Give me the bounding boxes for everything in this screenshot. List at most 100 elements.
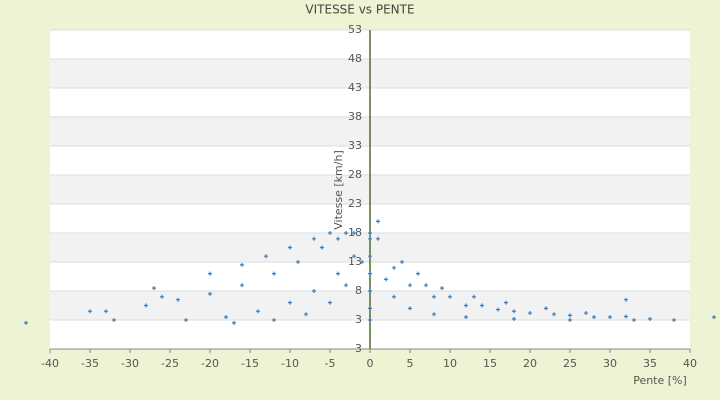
point bbox=[240, 283, 244, 288]
point bbox=[320, 245, 324, 250]
point bbox=[368, 306, 372, 311]
point bbox=[336, 271, 340, 276]
point bbox=[568, 318, 572, 322]
point bbox=[264, 254, 268, 259]
point bbox=[592, 315, 596, 320]
y-tick-label: 38 bbox=[348, 110, 362, 123]
point bbox=[408, 306, 412, 311]
point bbox=[328, 300, 332, 305]
point bbox=[296, 260, 300, 264]
point bbox=[144, 303, 148, 308]
point bbox=[432, 312, 436, 317]
y-tick-label: 8 bbox=[355, 284, 362, 297]
x-axis-title: Pente [%] bbox=[633, 374, 687, 387]
point bbox=[424, 283, 428, 288]
point bbox=[376, 219, 380, 224]
point bbox=[504, 300, 508, 305]
point bbox=[184, 318, 188, 322]
point bbox=[392, 265, 396, 270]
point bbox=[480, 303, 484, 308]
point bbox=[464, 315, 468, 320]
point bbox=[608, 315, 612, 320]
point bbox=[232, 320, 236, 325]
point bbox=[288, 300, 292, 305]
x-tick-label: 15 bbox=[483, 357, 497, 370]
point bbox=[24, 320, 28, 325]
point bbox=[584, 311, 588, 316]
point bbox=[304, 312, 308, 317]
point bbox=[528, 311, 532, 316]
point bbox=[352, 254, 356, 259]
point bbox=[208, 271, 212, 276]
point bbox=[448, 294, 452, 299]
y-axis-title: Vitesse [km/h] bbox=[332, 150, 345, 230]
y-tick-label: 33 bbox=[348, 139, 362, 152]
point bbox=[624, 314, 628, 319]
point bbox=[112, 318, 116, 322]
x-tick-label: 40 bbox=[683, 357, 697, 370]
point bbox=[272, 271, 276, 276]
point bbox=[400, 260, 404, 264]
x-tick-label: 5 bbox=[407, 357, 414, 370]
point bbox=[568, 313, 572, 318]
point bbox=[88, 309, 92, 314]
point bbox=[368, 231, 372, 235]
point bbox=[328, 231, 332, 235]
point bbox=[240, 262, 244, 267]
y-tick-label: 53 bbox=[348, 23, 362, 36]
point bbox=[512, 309, 516, 314]
x-tick-label: 10 bbox=[443, 357, 457, 370]
x-tick-label: -30 bbox=[121, 357, 139, 370]
point bbox=[368, 254, 372, 259]
point bbox=[312, 289, 316, 293]
y-tick-label: 28 bbox=[348, 168, 362, 181]
point bbox=[672, 318, 676, 322]
y-tick-label: 48 bbox=[348, 52, 362, 65]
x-tick-label: -20 bbox=[201, 357, 219, 370]
y-tick-label: 13 bbox=[348, 255, 362, 268]
point bbox=[152, 286, 156, 291]
x-tick-label: -25 bbox=[161, 357, 179, 370]
point bbox=[368, 271, 372, 276]
point bbox=[544, 306, 548, 311]
y-tick-label: 3 bbox=[355, 313, 362, 326]
y-tick-label: 43 bbox=[348, 81, 362, 94]
x-tick-label: 25 bbox=[563, 357, 577, 370]
point bbox=[288, 245, 292, 250]
x-tick-label: 30 bbox=[603, 357, 617, 370]
point bbox=[368, 236, 372, 241]
point bbox=[496, 307, 500, 312]
point bbox=[648, 316, 652, 321]
point bbox=[384, 277, 388, 282]
point bbox=[712, 315, 716, 320]
point bbox=[352, 231, 356, 235]
point bbox=[392, 294, 396, 299]
point bbox=[432, 294, 436, 299]
x-tick-label: -40 bbox=[41, 357, 59, 370]
point bbox=[416, 271, 420, 276]
point bbox=[312, 236, 316, 241]
point bbox=[440, 286, 444, 291]
point bbox=[224, 315, 228, 320]
point bbox=[632, 318, 636, 322]
point bbox=[368, 289, 372, 293]
point bbox=[104, 309, 108, 314]
point bbox=[472, 294, 476, 299]
x-tick-label: -15 bbox=[241, 357, 259, 370]
x-tick-label: 0 bbox=[367, 357, 374, 370]
point bbox=[256, 309, 260, 314]
point bbox=[208, 291, 212, 296]
point bbox=[344, 231, 348, 235]
chart-title: VITESSE vs PENTE bbox=[305, 3, 414, 17]
x-tick-label: -35 bbox=[81, 357, 99, 370]
point bbox=[408, 283, 412, 288]
point bbox=[176, 297, 180, 302]
point bbox=[464, 303, 468, 308]
point bbox=[344, 283, 348, 288]
point bbox=[160, 294, 164, 299]
point bbox=[552, 312, 556, 317]
x-tick-label: -5 bbox=[325, 357, 336, 370]
point bbox=[368, 318, 372, 322]
